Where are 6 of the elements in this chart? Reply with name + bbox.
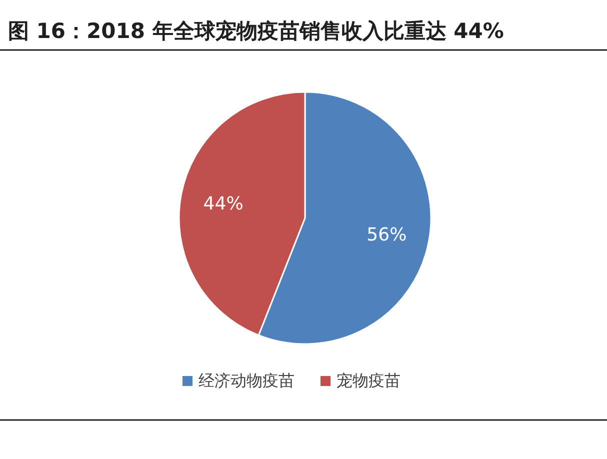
data-label: 44% [203,193,244,214]
pie: 56% 44% [178,91,432,345]
legend-label: 宠物疫苗 [336,371,400,390]
chart-title: 图 16：2018 年全球宠物疫苗销售收入比重达 44% [8,19,504,43]
legend-label: 经济动物疫苗 [198,371,294,390]
data-label: 56% [366,224,407,246]
